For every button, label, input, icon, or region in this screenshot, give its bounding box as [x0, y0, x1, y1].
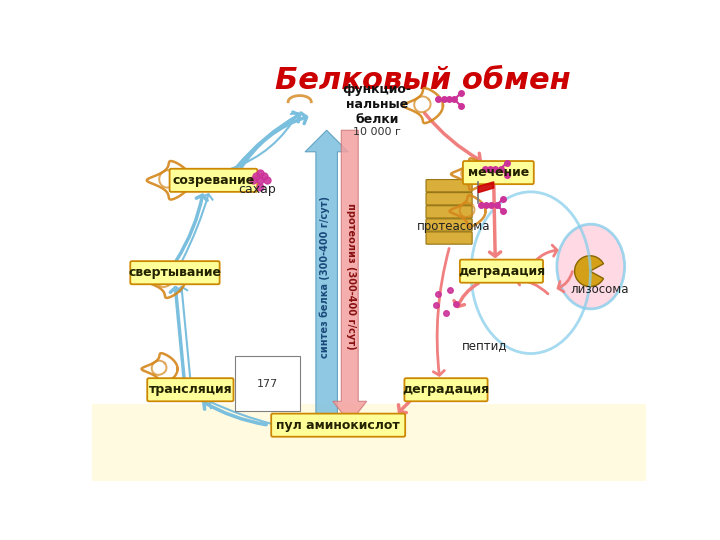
Polygon shape — [478, 182, 494, 193]
Ellipse shape — [557, 224, 625, 309]
FancyBboxPatch shape — [426, 219, 472, 231]
Text: пул аминокислот: пул аминокислот — [276, 418, 400, 431]
Text: мечение: мечение — [468, 166, 529, 179]
FancyBboxPatch shape — [405, 378, 487, 401]
Text: синтез белка (300-400 г/сут): синтез белка (300-400 г/сут) — [320, 195, 330, 357]
FancyBboxPatch shape — [426, 193, 472, 205]
Text: 177: 177 — [257, 379, 278, 389]
Text: 10 000 г: 10 000 г — [353, 127, 400, 137]
Text: пептид: пептид — [462, 339, 508, 353]
Polygon shape — [305, 130, 348, 423]
Text: деградация: деградация — [402, 383, 490, 396]
Text: протеасома: протеасома — [417, 220, 490, 233]
FancyBboxPatch shape — [463, 161, 534, 184]
FancyBboxPatch shape — [271, 414, 405, 437]
Text: Белковый обмен: Белковый обмен — [275, 66, 571, 94]
FancyBboxPatch shape — [426, 232, 472, 244]
Text: сахар: сахар — [238, 183, 276, 196]
FancyBboxPatch shape — [170, 168, 257, 192]
FancyBboxPatch shape — [460, 260, 543, 283]
FancyBboxPatch shape — [426, 179, 472, 192]
FancyBboxPatch shape — [426, 206, 472, 218]
Text: лизосома: лизосома — [571, 283, 629, 296]
Polygon shape — [333, 130, 366, 423]
Text: функцио-
нальные
белки: функцио- нальные белки — [342, 83, 411, 126]
Text: деградация: деградация — [458, 265, 545, 278]
FancyBboxPatch shape — [130, 261, 220, 284]
Text: трансляция: трансляция — [148, 383, 232, 396]
FancyBboxPatch shape — [148, 378, 233, 401]
Polygon shape — [575, 256, 603, 287]
Text: протеолиз (300-400 г/сут): протеолиз (300-400 г/сут) — [346, 203, 356, 350]
Text: свертывание: свертывание — [128, 266, 222, 279]
Text: созревание: созревание — [172, 174, 255, 187]
Polygon shape — [92, 403, 647, 481]
